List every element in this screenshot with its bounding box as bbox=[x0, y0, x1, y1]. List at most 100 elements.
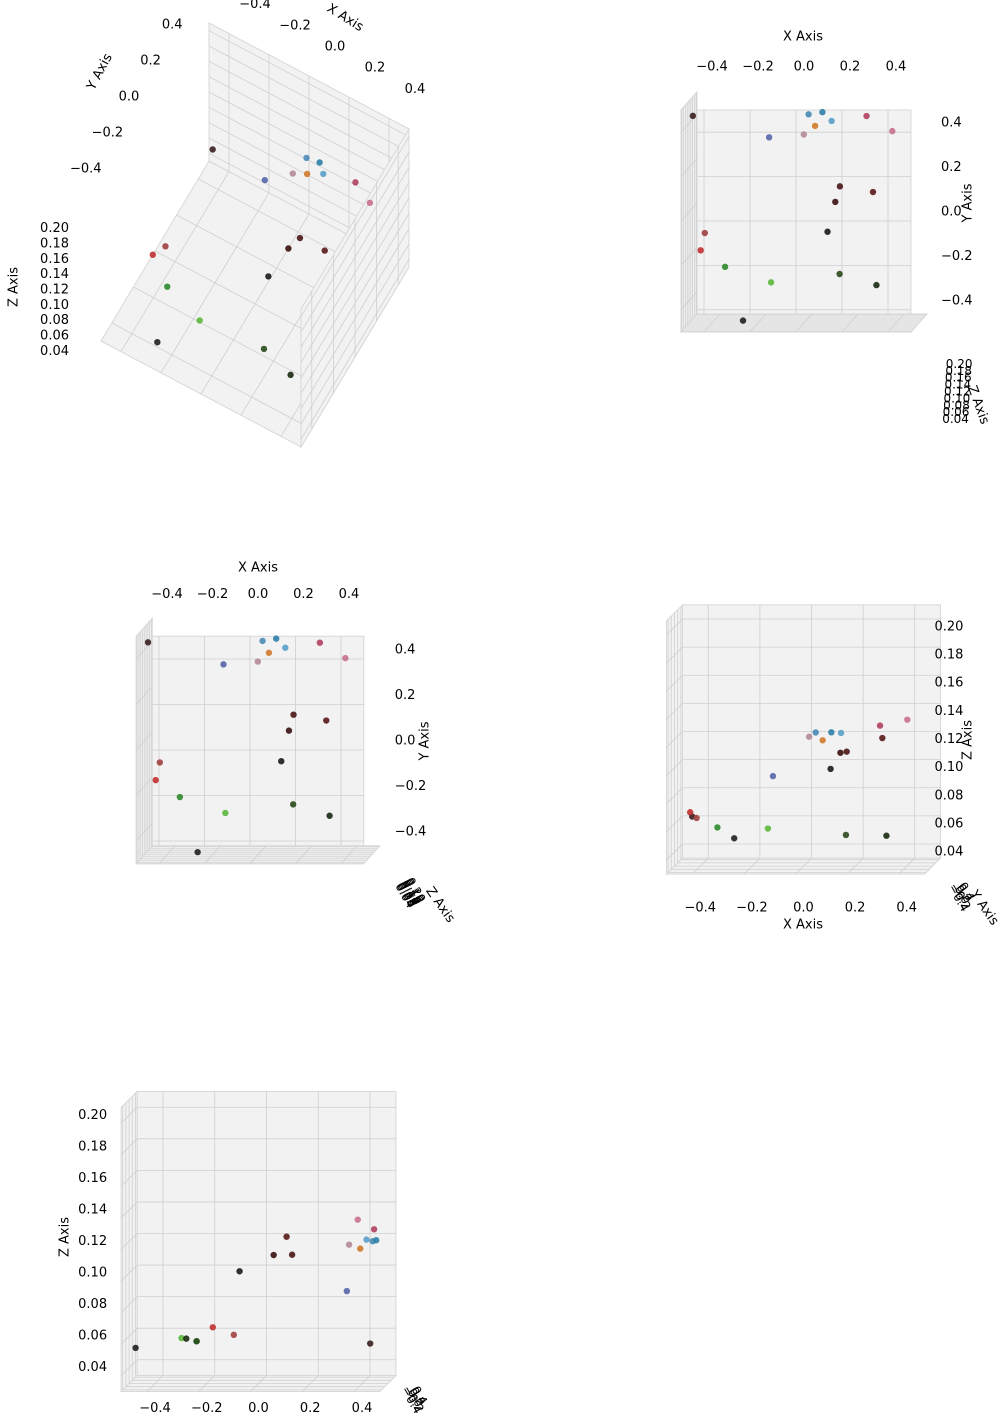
data-point bbox=[769, 772, 777, 780]
grid-line bbox=[300, 243, 410, 425]
data-point bbox=[819, 108, 826, 116]
grid-line bbox=[300, 228, 410, 409]
data-point bbox=[283, 1233, 290, 1240]
data-point bbox=[265, 649, 273, 656]
x-tick-label: −0.2 bbox=[197, 587, 229, 602]
data-point bbox=[178, 1334, 185, 1342]
data-point bbox=[303, 154, 310, 162]
z-tick-label: 0.06 bbox=[943, 405, 970, 419]
z-tick-label: 0.08 bbox=[943, 398, 970, 412]
data-point bbox=[373, 1237, 380, 1244]
data-point bbox=[836, 183, 844, 190]
grid-line bbox=[300, 259, 410, 440]
data-point bbox=[824, 228, 831, 235]
x-tick-label: −0.4 bbox=[685, 901, 717, 916]
data-point bbox=[209, 146, 216, 153]
data-point bbox=[260, 345, 268, 353]
data-point bbox=[220, 661, 227, 668]
grid-line bbox=[120, 1264, 138, 1282]
data-point bbox=[832, 198, 839, 206]
y-axis-label: Y Axis bbox=[966, 887, 1000, 929]
data-point bbox=[828, 117, 835, 125]
grid-line bbox=[666, 787, 683, 805]
grid-line bbox=[666, 731, 683, 748]
data-point bbox=[764, 825, 772, 832]
grid-line bbox=[353, 1375, 371, 1392]
grid-line bbox=[300, 197, 410, 379]
data-point bbox=[357, 1245, 364, 1252]
data-point bbox=[289, 801, 297, 808]
data-point bbox=[196, 317, 203, 324]
z-tick-label: 0.18 bbox=[935, 648, 964, 663]
data-point bbox=[836, 270, 843, 278]
grid-line bbox=[300, 151, 410, 333]
data-point bbox=[767, 279, 775, 286]
y-tick-label: 0.4 bbox=[395, 643, 416, 658]
data-point bbox=[876, 722, 884, 729]
data-point bbox=[222, 809, 229, 817]
z-tick-label: 0.04 bbox=[942, 412, 969, 426]
y-tick-label: −0.4 bbox=[70, 162, 102, 177]
z-tick-label: 0.06 bbox=[935, 816, 964, 831]
data-point bbox=[316, 159, 323, 166]
data-point bbox=[686, 809, 694, 816]
grid-line bbox=[111, 322, 312, 430]
z-tick-label: 0.20 bbox=[40, 221, 69, 236]
data-point bbox=[869, 188, 877, 196]
data-point bbox=[209, 1324, 216, 1331]
z-axis-label: Z Axis bbox=[7, 267, 22, 307]
data-point bbox=[366, 199, 374, 207]
grid-line bbox=[250, 1375, 267, 1392]
data-point bbox=[714, 824, 721, 831]
data-point bbox=[290, 711, 297, 718]
z-tick-label: 0.20 bbox=[946, 357, 973, 371]
x-tick-label: 0.4 bbox=[339, 587, 360, 602]
data-point bbox=[805, 733, 813, 740]
y-tick-label: −0.2 bbox=[395, 779, 427, 794]
y-tick-label: 0.0 bbox=[941, 205, 962, 220]
grid-line bbox=[120, 1233, 138, 1250]
x-axis-label: X Axis bbox=[238, 561, 278, 576]
y-tick-label: 0.4 bbox=[941, 116, 962, 131]
x-tick-label: 0.0 bbox=[325, 40, 346, 55]
z-tick-label: 0.20 bbox=[78, 1108, 107, 1123]
y-tick-label: 0.2 bbox=[395, 688, 416, 703]
data-point bbox=[288, 1251, 296, 1258]
data-point bbox=[316, 639, 324, 646]
data-point bbox=[883, 832, 890, 839]
data-point bbox=[342, 654, 349, 662]
y-tick-label: −0.4 bbox=[139, 1401, 171, 1413]
y-tick-label: −0.2 bbox=[92, 126, 124, 141]
data-point bbox=[176, 793, 184, 801]
y-tick-label: 0.4 bbox=[162, 18, 183, 33]
z-tick-label: 0.18 bbox=[78, 1139, 107, 1154]
x-tick-label: 0.0 bbox=[794, 60, 815, 75]
x-tick-label: −0.4 bbox=[696, 60, 728, 75]
data-point bbox=[265, 273, 272, 280]
data-point bbox=[731, 835, 738, 842]
y-tick-label: 0.2 bbox=[300, 1401, 321, 1413]
data-point bbox=[154, 338, 161, 346]
x-tick-label: 0.2 bbox=[293, 587, 314, 602]
data-point bbox=[254, 658, 262, 665]
y-tick-label: −0.2 bbox=[191, 1401, 223, 1413]
data-point bbox=[164, 283, 171, 290]
data-point bbox=[837, 749, 844, 756]
z-tick-label: 0.10 bbox=[944, 391, 971, 405]
x-tick-label: −0.4 bbox=[151, 587, 183, 602]
data-point bbox=[345, 1241, 353, 1248]
x-tick-label: 0.4 bbox=[886, 60, 907, 75]
z-tick-label: 0.16 bbox=[945, 371, 972, 385]
z-tick-label: 0.10 bbox=[78, 1266, 107, 1281]
data-point bbox=[689, 112, 697, 120]
x-tick-label: −0.4 bbox=[239, 0, 271, 12]
x-tick-label: 0.0 bbox=[793, 901, 814, 916]
grid-line bbox=[666, 618, 683, 636]
x-tick-label: 0.4 bbox=[405, 82, 426, 97]
data-point bbox=[873, 281, 880, 289]
data-point bbox=[693, 814, 700, 822]
grid-line bbox=[120, 1138, 138, 1156]
data-point bbox=[352, 179, 359, 186]
data-point bbox=[765, 134, 773, 141]
